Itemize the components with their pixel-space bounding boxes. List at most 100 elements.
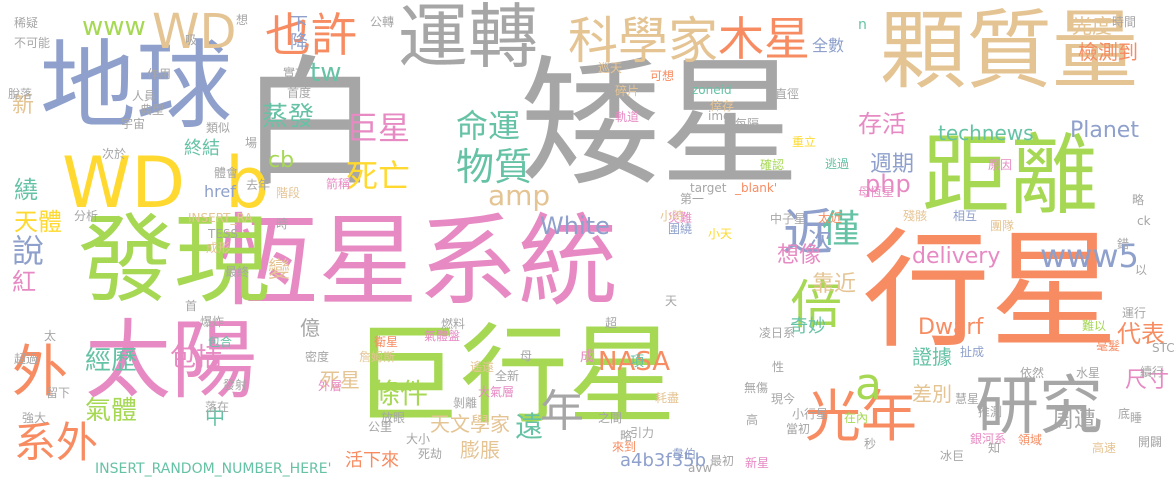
cloud-word: 來到 [612,440,637,454]
cloud-word: 強大 [22,411,47,425]
cloud-word: 典型 [140,103,165,117]
cloud-word: 物質 [456,145,533,189]
cloud-word: 開闢 [1138,435,1163,449]
cloud-word: 母恆星 [858,185,895,199]
cloud-word: 尺寸 [1125,368,1170,393]
cloud-word: 新星 [745,456,770,470]
cloud-word: 巡天 [598,61,623,75]
cloud-word: 僅 [822,207,861,251]
cloud-word: 災難 [668,211,693,225]
cloud-word: 想 [236,13,249,27]
cloud-word: 太近 [818,211,843,225]
cloud-word: 直徑 [775,87,800,101]
cloud-word: 小時 [660,209,685,223]
cloud-word: 落在 [205,400,230,414]
cloud-word: 紅 [12,268,36,296]
cloud-word: 次於 [102,147,127,161]
cloud-word: 冰巨 [940,449,965,463]
cloud-word: 太陽 [85,311,257,411]
cloud-word: 光度 [1072,14,1112,38]
cloud-word: 變 [268,258,291,283]
cloud-word: 去年 [246,178,271,192]
cloud-word: 外 [12,340,68,405]
cloud-word: WD [62,142,186,224]
cloud-word: 地球 [40,30,232,142]
cloud-word: 殘骸 [903,209,928,223]
cloud-word: 首 [185,299,198,313]
cloud-word: 顆質量 [880,1,1138,101]
cloud-word: 周遭 [1052,408,1097,433]
cloud-word: 巨星 [346,109,411,147]
cloud-word: Dwarf [918,315,984,340]
cloud-word: 團隊 [990,219,1015,233]
cloud-word: STC [1152,341,1175,355]
cloud-word: 重立 [792,135,817,149]
cloud-word: b [225,142,270,224]
cloud-word: 矮星 [520,43,801,206]
cloud-word: 白 [240,43,381,206]
cloud-word: 大氣層 [478,385,515,399]
cloud-word: 中子星 [770,212,807,226]
cloud-word: 體會 [214,166,239,180]
cloud-word: 氣體盤 [424,329,461,343]
cloud-word: amp [488,179,551,212]
cloud-word: 研究 [975,370,1103,444]
cloud-word: 新 [12,93,35,118]
cloud-word: 死亡 [346,157,411,195]
cloud-word: 燃料 [441,317,466,331]
cloud-word: 超 [605,316,618,330]
cloud-word: tw [310,58,342,88]
cloud-word: 軌道 [615,110,640,124]
cloud-word: 木星 [718,12,810,66]
cloud-word: _blank' [735,181,778,195]
cloud-word: 圍繞 [668,222,693,236]
cloud-word: 發射 [223,378,248,392]
cloud-word: 包括 [170,343,223,373]
cloud-word: 凌日系 [759,326,796,340]
cloud-word: 難以 [1082,319,1107,333]
cloud-word: 靠近 [812,272,857,297]
cloud-word: 發現 [78,204,270,316]
cloud-word: 天 [665,294,678,308]
cloud-word: 引力 [630,426,655,440]
cloud-word: 成 [580,349,594,365]
cloud-word: cb [268,148,295,173]
cloud-word: 秒 [864,437,877,451]
cloud-word: 類似 [206,121,231,135]
cloud-word: 逃過 [825,157,850,171]
cloud-word: www5 [1040,237,1139,275]
cloud-word: 第一 [680,192,705,206]
cloud-word: 最終 [225,265,250,279]
cloud-word: 現今 [771,392,796,406]
cloud-word: 遠 [515,410,544,443]
cloud-word: 遙遠 [470,360,495,374]
cloud-word: ck [1137,214,1151,228]
cloud-word: 近 [783,204,833,262]
cloud-word: INSERT_RA [188,211,253,225]
cloud-word: 週期 [870,152,915,177]
cloud-word: technews [938,121,1034,145]
cloud-word: 銀河系 [970,432,1007,446]
cloud-word: img [708,109,731,123]
cloud-word: 行星 [862,217,1119,366]
cloud-word: 知 [988,441,1001,455]
cloud-word: TESS [208,227,239,241]
cloud-word: target [690,181,727,195]
cloud-word: 倖存 [710,99,735,113]
cloud-word: 之間 [598,411,623,425]
cloud-word: 實在 [283,66,308,80]
cloud-word: 天文學家 [430,412,510,436]
cloud-word: 衛星 [374,335,399,349]
cloud-word: 錯 [1117,237,1130,251]
cloud-word: 公轉 [370,15,395,29]
cloud-word: 剝離 [453,396,478,410]
cloud-word: 留下 [46,386,71,400]
cloud-word: 天體 [14,208,62,236]
cloud-word: 蒸發 [262,102,315,132]
cloud-word: delivery [912,244,1001,269]
cloud-word: 系外 [14,418,99,467]
cloud-word: 經歷 [85,346,138,376]
cloud-word: 時間 [1112,15,1137,29]
cloud-word: 首度 [287,86,312,100]
cloud-word: 略 [1132,193,1145,207]
